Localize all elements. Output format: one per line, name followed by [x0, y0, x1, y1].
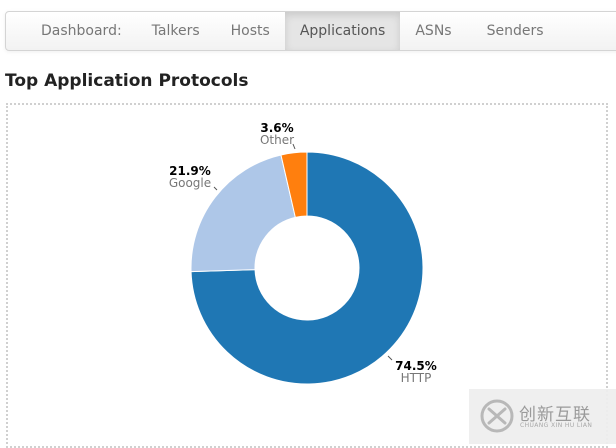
slice-http[interactable] — [190, 151, 424, 385]
watermark-logo-icon — [480, 399, 514, 433]
slice-value-google: 21.9% — [169, 164, 211, 178]
top-navbar: Dashboard: Talkers Hosts Applications AS… — [5, 11, 616, 51]
leader-line-other — [292, 143, 296, 150]
slice-label-http: HTTP — [401, 371, 432, 385]
leader-line-google — [213, 186, 218, 191]
nav-tabs: Dashboard: Talkers Hosts Applications AS… — [6, 12, 559, 50]
leader-line-http — [387, 355, 393, 361]
nav-talkers[interactable]: Talkers — [151, 23, 200, 39]
nav-dashboard[interactable]: Dashboard: — [41, 23, 122, 39]
slice-value-other: 3.6% — [260, 121, 293, 135]
slice-label-google: Google — [169, 176, 211, 190]
slice-label-other: Other — [260, 133, 294, 147]
slice-other[interactable] — [280, 151, 308, 218]
nav-asns[interactable]: ASNs — [415, 23, 452, 39]
nav-applications[interactable]: Applications — [284, 12, 401, 50]
nav-hosts[interactable]: Hosts — [230, 23, 270, 39]
slice-google[interactable] — [190, 154, 296, 273]
page-title: Top Application Protocols — [5, 71, 249, 91]
watermark-text: 创新互联 — [519, 405, 591, 425]
watermark-subtext: CHUANG XIN HU LIAN — [520, 422, 593, 429]
slice-value-http: 74.5% — [395, 359, 437, 373]
nav-senders[interactable]: Senders — [486, 23, 544, 39]
watermark: 创新互联 CHUANG XIN HU LIAN — [469, 389, 616, 444]
